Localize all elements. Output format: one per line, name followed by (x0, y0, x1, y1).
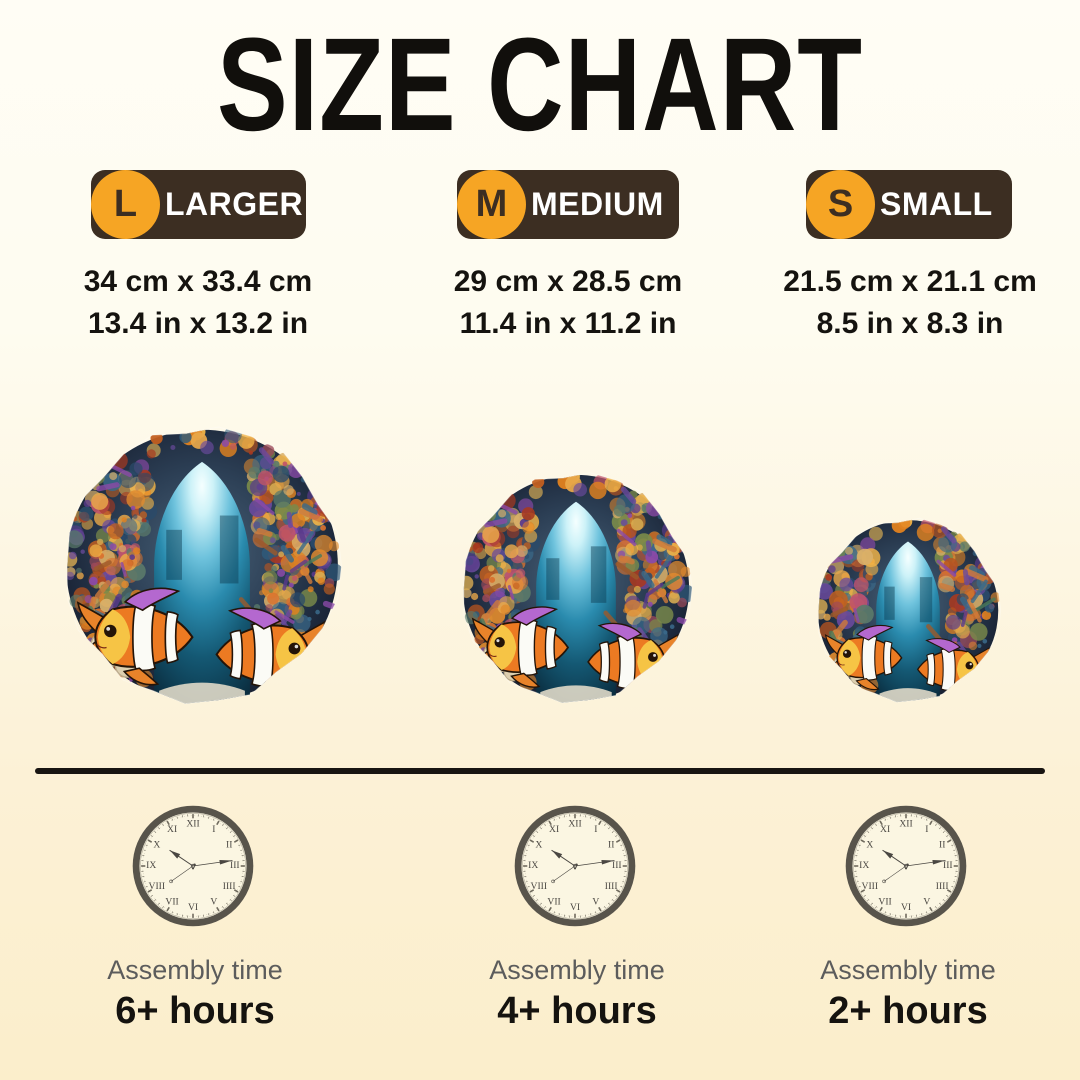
svg-text:IX: IX (859, 860, 869, 871)
svg-text:XI: XI (167, 824, 177, 835)
svg-text:XI: XI (549, 824, 559, 835)
svg-text:I: I (212, 824, 215, 835)
svg-text:XII: XII (568, 818, 581, 829)
svg-text:IIII: IIII (605, 881, 618, 892)
svg-text:VIII: VIII (862, 881, 879, 892)
svg-text:II: II (939, 839, 945, 850)
svg-text:V: V (923, 896, 930, 907)
svg-text:VI: VI (901, 902, 911, 913)
svg-text:II: II (226, 839, 232, 850)
svg-text:III: III (612, 860, 622, 871)
svg-text:V: V (210, 896, 217, 907)
svg-text:IIII: IIII (223, 881, 236, 892)
svg-text:III: III (230, 860, 240, 871)
svg-text:X: X (153, 839, 160, 850)
svg-text:II: II (608, 839, 614, 850)
svg-text:VII: VII (547, 896, 560, 907)
svg-text:VII: VII (165, 896, 178, 907)
svg-text:VI: VI (188, 902, 198, 913)
svg-text:X: X (866, 839, 873, 850)
svg-text:VI: VI (570, 902, 580, 913)
svg-text:III: III (943, 860, 953, 871)
svg-text:V: V (592, 896, 599, 907)
svg-text:VIII: VIII (531, 881, 548, 892)
svg-text:XI: XI (880, 824, 890, 835)
svg-text:XII: XII (186, 818, 199, 829)
svg-text:I: I (594, 824, 597, 835)
svg-text:XII: XII (899, 818, 912, 829)
svg-text:IX: IX (146, 860, 156, 871)
svg-text:IIII: IIII (936, 881, 949, 892)
svg-text:I: I (925, 824, 928, 835)
svg-text:IX: IX (528, 860, 538, 871)
svg-text:VIII: VIII (149, 881, 166, 892)
svg-text:X: X (535, 839, 542, 850)
svg-text:VII: VII (878, 896, 891, 907)
